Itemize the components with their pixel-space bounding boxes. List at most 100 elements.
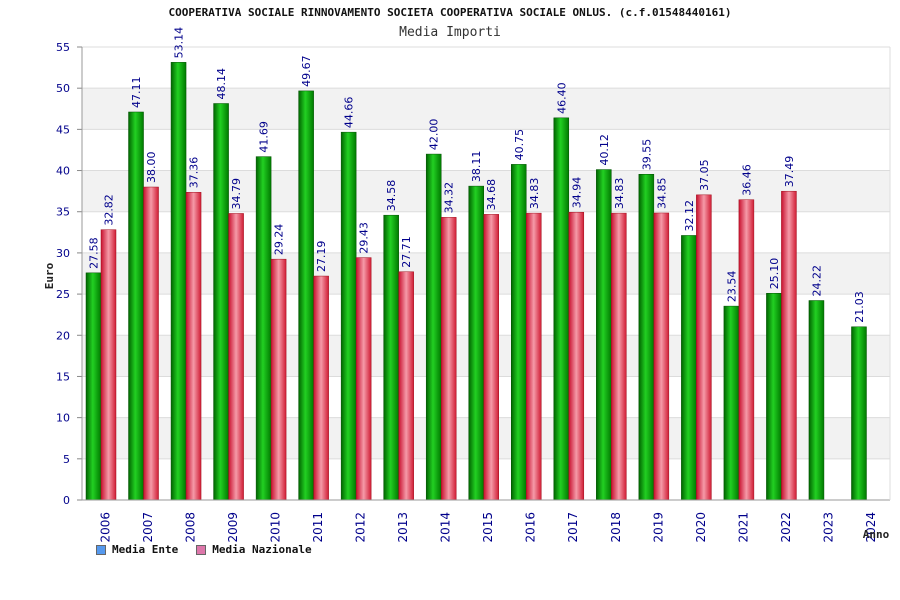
data-label: 34.94 <box>570 177 583 209</box>
bar-media-nazionale-2015 <box>483 214 499 501</box>
data-label: 37.36 <box>188 157 201 189</box>
bar-media-nazionale-2017 <box>568 211 585 501</box>
bar-media-nazionale-2010 <box>270 258 287 501</box>
bar-media-ente-2006 <box>85 272 102 501</box>
data-label: 38.11 <box>470 151 483 183</box>
data-label: 53.14 <box>173 27 186 59</box>
grid-band <box>82 129 890 171</box>
x-tick-label: 2023 <box>821 512 835 543</box>
bar-media-ente-2020 <box>681 235 697 501</box>
bar-media-nazionale-2011 <box>313 275 329 501</box>
data-label: 46.40 <box>555 82 568 114</box>
data-label: 27.58 <box>88 237 101 269</box>
x-tick-label: 2024 <box>864 512 878 543</box>
x-tick-label: 2014 <box>439 512 453 543</box>
x-tick-label: 2013 <box>396 512 410 543</box>
bar-media-ente-2022 <box>766 293 782 501</box>
bar-media-ente-2010 <box>255 156 272 501</box>
x-tick-label: 2007 <box>141 512 155 543</box>
y-tick-label: 20 <box>56 329 70 342</box>
bar-media-ente-2016 <box>511 164 527 501</box>
legend-item-media-ente: Media Ente <box>96 543 178 556</box>
bar-media-nazionale-2016 <box>526 212 542 501</box>
bar-media-nazionale-2006 <box>100 229 117 501</box>
x-tick-label: 2011 <box>311 512 325 543</box>
x-tick-label: 2006 <box>98 512 112 543</box>
y-tick-label: 55 <box>56 41 70 54</box>
y-tick-label: 15 <box>56 370 70 383</box>
data-label: 34.58 <box>385 180 398 212</box>
bar-media-ente-2015 <box>468 185 484 501</box>
data-label: 32.12 <box>683 200 696 232</box>
y-tick-label: 10 <box>56 412 70 425</box>
bar-media-ente-2017 <box>553 117 570 501</box>
data-label: 32.82 <box>103 194 116 226</box>
x-tick-label: 2015 <box>481 512 495 543</box>
bar-media-nazionale-2020 <box>696 194 712 501</box>
bar-media-nazionale-2012 <box>355 257 372 501</box>
bar-media-ente-2007 <box>128 111 144 501</box>
x-tick-label: 2016 <box>524 512 538 543</box>
y-tick-label: 5 <box>63 453 70 466</box>
data-label: 24.22 <box>810 265 823 297</box>
bar-media-ente-2013 <box>383 214 399 501</box>
bar-media-nazionale-2013 <box>398 271 414 501</box>
x-tick-label: 2009 <box>226 512 240 543</box>
data-label: 49.67 <box>300 55 313 87</box>
x-tick-label: 2022 <box>779 512 793 543</box>
bar-media-ente-2019 <box>638 174 655 501</box>
bar-media-ente-2008 <box>170 62 187 501</box>
data-label: 21.03 <box>853 291 866 323</box>
data-label: 34.68 <box>485 179 498 210</box>
bar-media-nazionale-2014 <box>440 217 457 501</box>
data-label: 27.71 <box>400 236 413 268</box>
x-tick-label: 2020 <box>694 512 708 543</box>
data-label: 42.00 <box>428 119 441 151</box>
data-label: 40.12 <box>598 134 611 166</box>
axes <box>77 46 891 501</box>
x-tick-label: 2012 <box>354 512 368 543</box>
x-axis-label: Anno <box>863 528 890 541</box>
y-tick-labels: 0 5 10 15 20 25 30 35 40 45 50 55 <box>56 41 70 507</box>
data-label: 34.85 <box>655 177 668 209</box>
chart-subtitle: Media Importi <box>399 25 501 40</box>
y-tick-label: 25 <box>56 288 70 301</box>
data-label: 36.46 <box>740 164 753 196</box>
x-tick-label: 2021 <box>736 512 750 543</box>
bar-media-nazionale-2022 <box>781 190 797 501</box>
bar-media-nazionale-2019 <box>653 212 670 501</box>
legend-swatch-media-ente <box>96 544 106 555</box>
bar-media-nazionale-2021 <box>738 199 755 501</box>
y-tick-label: 40 <box>56 165 70 178</box>
x-tick-label: 2018 <box>609 512 623 543</box>
data-label: 38.00 <box>145 152 158 184</box>
data-label: 44.66 <box>343 97 356 129</box>
x-tick-label: 2019 <box>651 512 665 543</box>
data-label: 39.55 <box>640 139 653 171</box>
y-tick-label: 30 <box>56 247 70 260</box>
legend-label-media-ente: Media Ente <box>112 543 179 556</box>
legend-item-media-nazionale: Media Nazionale <box>196 543 312 556</box>
bars <box>85 62 867 501</box>
bar-media-ente-2014 <box>425 153 442 501</box>
data-label: 41.69 <box>258 121 271 153</box>
y-tick-label: 45 <box>56 123 70 136</box>
grid-band <box>82 88 890 130</box>
bar-media-nazionale-2018 <box>611 212 627 501</box>
bar-media-ente-2012 <box>340 131 357 501</box>
x-tick-labels: 2006 2007 2008 2009 2010 2011 2012 2013 2014 2015… <box>98 512 877 543</box>
bar-media-nazionale-2008 <box>185 192 202 501</box>
x-tick-label: 2008 <box>184 512 198 543</box>
data-label: 34.79 <box>230 178 243 210</box>
data-label: 27.19 <box>315 241 328 273</box>
data-label: 29.43 <box>358 222 371 254</box>
x-tick-label: 2010 <box>269 512 283 543</box>
data-label: 40.75 <box>513 129 526 161</box>
bar-media-ente-2021 <box>723 305 740 501</box>
bar-media-ente-2009 <box>213 103 229 501</box>
data-label: 25.10 <box>768 258 781 290</box>
bar-media-ente-2011 <box>298 90 314 501</box>
bar-media-nazionale-2009 <box>228 213 244 501</box>
